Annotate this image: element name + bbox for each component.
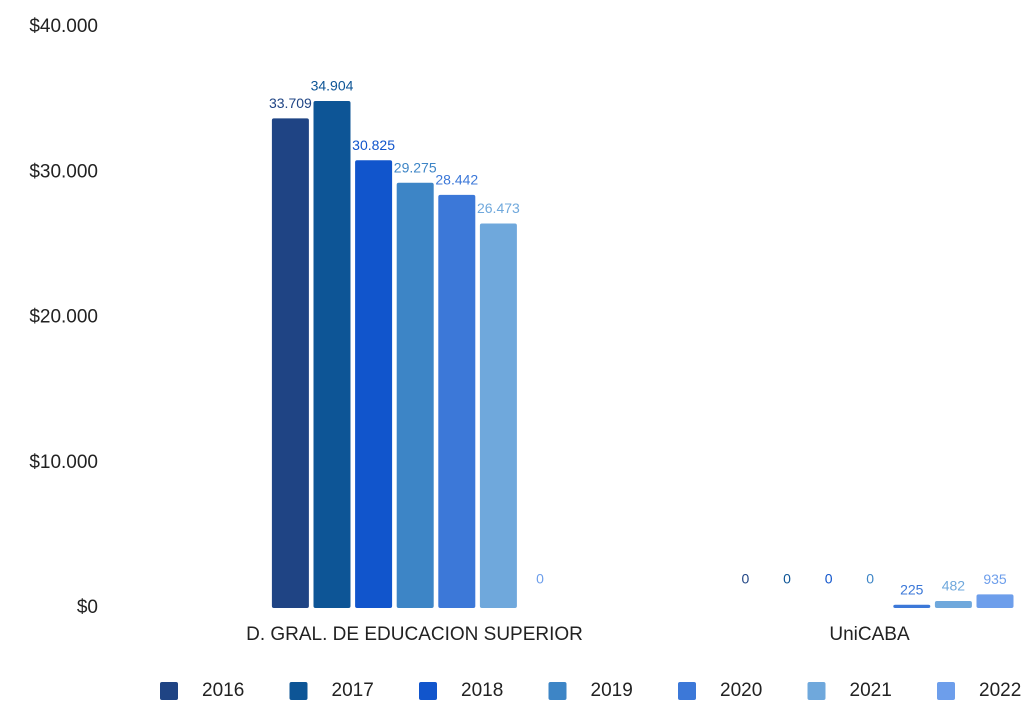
legend-label: 2016 <box>202 680 244 701</box>
bar <box>479 223 517 608</box>
legend-swatch <box>548 682 567 700</box>
value-label: 33.709 <box>269 95 312 111</box>
bar <box>976 594 1014 608</box>
value-label: 30.825 <box>352 137 395 153</box>
legend-label: 2018 <box>461 680 503 701</box>
legend-label: 2021 <box>850 680 892 701</box>
bar <box>438 194 476 608</box>
legend-swatch <box>289 682 308 700</box>
x-tick-label: UniCABA <box>829 624 910 645</box>
value-label: 28.442 <box>435 172 478 188</box>
bar <box>313 101 351 608</box>
y-tick-label: $10.000 <box>29 452 98 473</box>
value-label: 26.473 <box>477 200 520 216</box>
bar <box>396 182 434 608</box>
value-label: 935 <box>983 571 1007 587</box>
bar <box>893 604 931 608</box>
y-tick-label: $40.000 <box>29 16 98 37</box>
legend-label: 2020 <box>720 680 762 701</box>
legend-swatch <box>678 682 696 700</box>
y-tick-label: $30.000 <box>29 161 98 182</box>
legend-swatch <box>419 682 437 700</box>
bar <box>355 160 393 608</box>
bar <box>934 600 972 608</box>
legend-swatch <box>807 682 826 700</box>
value-label: 0 <box>825 571 833 587</box>
value-label: 34.904 <box>311 78 354 94</box>
legend-label: 2017 <box>332 680 374 701</box>
legend-label: 2019 <box>591 680 633 701</box>
legend-swatch <box>160 682 178 700</box>
value-label: 0 <box>742 571 750 587</box>
value-label: 482 <box>942 578 966 594</box>
legend-swatch <box>937 682 955 700</box>
y-tick-label: $0 <box>77 597 98 618</box>
value-label: 0 <box>783 571 791 587</box>
y-tick-label: $20.000 <box>29 307 98 328</box>
legend-label: 2022 <box>979 680 1021 701</box>
x-tick-label: D. GRAL. DE EDUCACION SUPERIOR <box>246 624 583 645</box>
value-label: 29.275 <box>394 159 437 175</box>
value-label: 0 <box>536 571 544 587</box>
value-label: 0 <box>866 571 874 587</box>
value-label: 225 <box>900 581 924 597</box>
bar <box>271 118 309 609</box>
